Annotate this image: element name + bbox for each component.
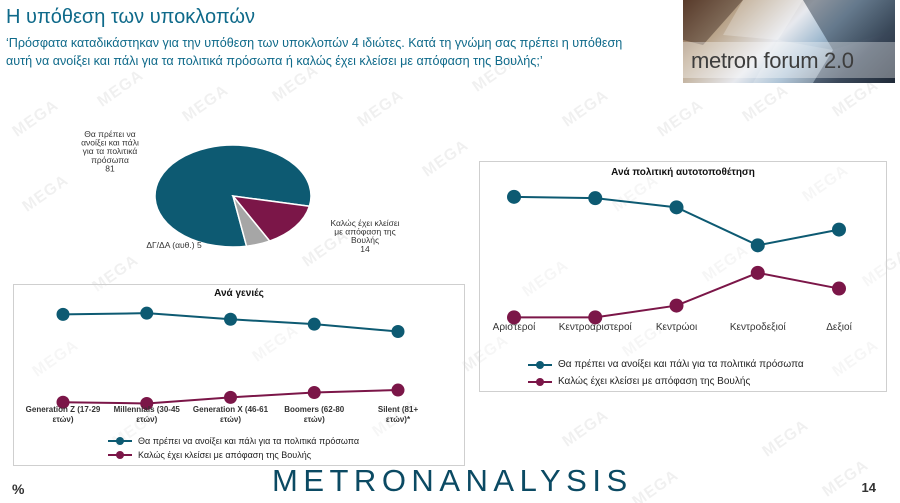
category-label: Αριστεροί [493, 321, 536, 333]
political-chart-frame [479, 161, 887, 392]
data-point [224, 312, 237, 326]
page-title: Η υπόθεση των υποκλοπών [6, 6, 255, 28]
data-point [588, 310, 603, 325]
data-point [669, 298, 684, 313]
political-chart-title: Ανά πολιτική αυτοτοποθέτηση [611, 167, 755, 178]
category-label: Κεντροαριστεροί [559, 321, 633, 333]
pie-slice [231, 195, 311, 242]
data-point [56, 395, 70, 409]
legend-label: Καλώς έχει κλείσει με απόφαση της Βουλής [138, 450, 312, 460]
data-point [669, 200, 684, 215]
category-label: Δεξιοί [826, 321, 852, 333]
page-number: 14 [861, 480, 876, 495]
data-point [56, 307, 70, 321]
generations-chart-title: Ανά γενιές [214, 288, 264, 299]
category-label: Boomers (62-80 ετών) [284, 405, 345, 424]
category-label: Κεντρώοι [656, 321, 697, 333]
data-point [832, 281, 846, 296]
metron-forum-logo: metron forum 2.0 [683, 0, 895, 83]
legend-label: Θα πρέπει να ανοίξει και πάλι για τα πολ… [558, 359, 804, 370]
data-point [750, 238, 765, 253]
data-point [507, 189, 521, 204]
legend-item: Καλώς έχει κλείσει με απόφαση της Βουλής [108, 448, 359, 462]
political-legend: Θα πρέπει να ανοίξει και πάλι για τα πολ… [528, 356, 804, 390]
category-label: Generation Z (17-29 ετών) [26, 405, 101, 424]
legend-label: Θα πρέπει να ανοίξει και πάλι για τα πολ… [138, 436, 360, 446]
category-label: Millennials (30-45 ετών) [114, 405, 181, 424]
data-point [391, 383, 405, 397]
category-label: Κεντροδεξιοί [730, 321, 787, 333]
category-label: Silent (81+ ετών)* [378, 405, 419, 424]
data-point [750, 265, 765, 280]
data-point [307, 317, 321, 331]
pie-label: Θα πρέπει να ανοίξει και πάλι για τα πολιτ… [81, 129, 139, 173]
data-point [588, 191, 603, 206]
data-point [140, 396, 154, 410]
pie-slice [232, 195, 271, 248]
survey-question: ‘Πρόσφατα καταδικάστηκαν για την υπόθεση… [6, 36, 623, 68]
legend-label: Καλώς έχει κλείσει με απόφαση της Βουλής [558, 376, 751, 387]
legend-item: Θα πρέπει να ανοίξει και πάλι για τα πολ… [528, 356, 804, 373]
unit-label: % [12, 481, 25, 497]
pie-label: ΔΓ/ΔΑ (αυθ.) 5 [146, 240, 202, 250]
legend-item: Καλώς έχει κλείσει με απόφαση της Βουλής [528, 373, 804, 390]
logo-text: metron forum 2.0 [691, 48, 854, 73]
pie-label: Καλώς έχει κλείσει με απόφαση της Βουλής 14 [330, 218, 399, 254]
data-point [224, 390, 237, 404]
legend-item: Θα πρέπει να ανοίξει και πάλι για τα πολ… [108, 434, 359, 448]
generations-legend: Θα πρέπει να ανοίξει και πάλι για τα πολ… [108, 434, 359, 462]
legend-swatch-maroon [108, 450, 132, 460]
category-label: Generation X (46-61 ετών) [193, 405, 269, 424]
data-point [507, 310, 521, 325]
data-point [140, 306, 154, 320]
legend-swatch-teal [528, 360, 552, 370]
legend-swatch-maroon [528, 377, 552, 387]
data-point [391, 324, 405, 338]
data-point [307, 385, 321, 399]
metron-analysis-logo: METRONANALYSIS [272, 463, 633, 498]
data-point [832, 222, 846, 237]
legend-swatch-teal [108, 436, 132, 446]
